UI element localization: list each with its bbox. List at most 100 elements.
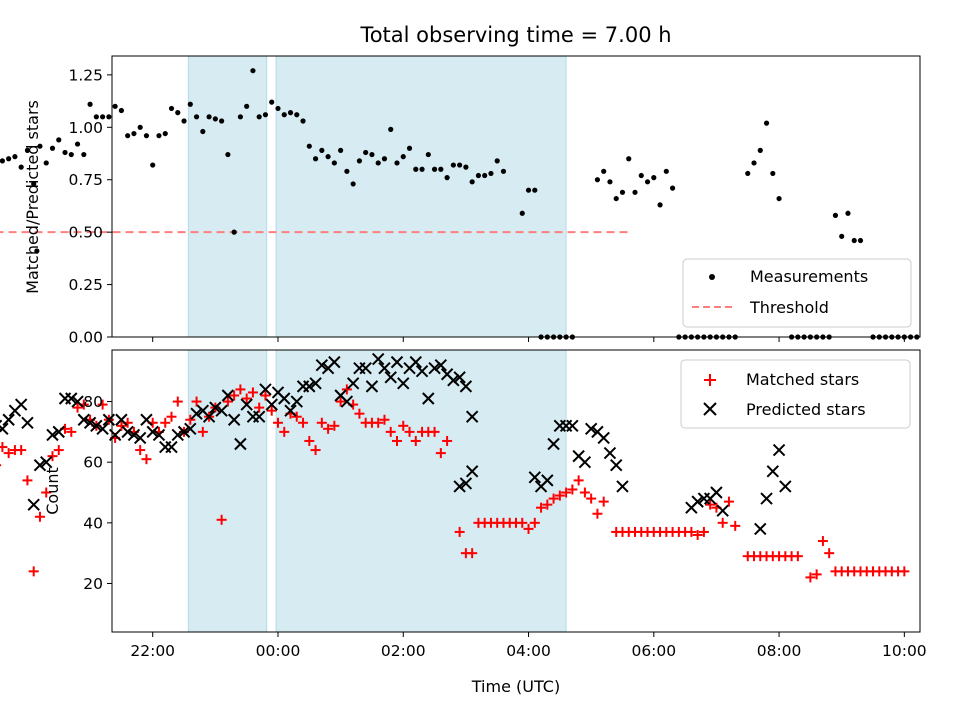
predicted-star-point bbox=[754, 522, 767, 536]
measurement-point bbox=[363, 149, 369, 156]
predicted-star-point bbox=[58, 392, 72, 405]
predicted-star-point bbox=[359, 361, 372, 375]
matched-star-point bbox=[811, 569, 822, 580]
predicted-star-stroke bbox=[83, 416, 97, 429]
predicted-star-stroke bbox=[0, 422, 9, 433]
measurement-point bbox=[500, 168, 507, 174]
matched-star-point bbox=[354, 408, 365, 419]
predicted-star-point bbox=[221, 389, 235, 402]
predicted-star-point bbox=[133, 431, 147, 445]
predicted-star-point bbox=[65, 392, 78, 405]
predicted-star-stroke bbox=[27, 498, 40, 511]
matched-star-point bbox=[341, 384, 352, 395]
measurement-point bbox=[651, 175, 657, 181]
predicted-star-point bbox=[146, 425, 159, 439]
predicted-star-stroke bbox=[284, 404, 297, 417]
measurement-point bbox=[143, 133, 150, 139]
predicted-star-point bbox=[83, 416, 97, 429]
predicted-star-point bbox=[459, 477, 473, 490]
predicted-star-stroke bbox=[754, 522, 767, 536]
matched-star-point bbox=[467, 548, 478, 559]
measurement-point bbox=[100, 114, 106, 120]
matched-star-point bbox=[542, 499, 553, 510]
predicted-star-point bbox=[566, 419, 579, 433]
x-tick-label: 00:00 bbox=[256, 642, 301, 660]
predicted-star-stroke bbox=[566, 419, 579, 433]
predicted-star-stroke bbox=[171, 428, 184, 442]
predicted-star-stroke bbox=[528, 471, 541, 484]
predicted-star-point bbox=[202, 410, 216, 423]
legend-matched-marker bbox=[704, 374, 716, 386]
predicted-star-point bbox=[152, 428, 166, 442]
matched-star-point bbox=[22, 475, 33, 486]
measurement-point bbox=[125, 133, 131, 139]
matched-star-point bbox=[191, 396, 202, 407]
top-legend: Measurements Threshold bbox=[682, 258, 912, 328]
measurement-point bbox=[444, 175, 450, 181]
measurement-point bbox=[601, 168, 607, 174]
predicted-star-stroke bbox=[184, 422, 197, 436]
matched-star-point bbox=[197, 426, 208, 437]
matched-star-point bbox=[573, 475, 584, 486]
matched-star-point bbox=[235, 384, 246, 395]
predicted-star-stroke bbox=[177, 425, 191, 439]
matched-star-point bbox=[730, 520, 741, 531]
predicted-star-stroke bbox=[597, 431, 610, 445]
measurement-point bbox=[745, 170, 751, 177]
predicted-star-stroke bbox=[409, 355, 422, 369]
matched-star-point bbox=[291, 411, 302, 422]
predicted-star-stroke bbox=[716, 504, 729, 517]
predicted-star-stroke bbox=[165, 440, 178, 454]
predicted-star-point bbox=[71, 395, 84, 408]
predicted-star-stroke bbox=[390, 355, 404, 369]
measurement-point bbox=[162, 130, 168, 137]
observing-intervals bbox=[187, 349, 567, 633]
matched-star-point bbox=[34, 511, 45, 522]
matched-star-point bbox=[0, 464, 2, 467]
measurement-point bbox=[112, 103, 118, 109]
predicted-star-point bbox=[2, 413, 15, 426]
predicted-star-stroke bbox=[415, 365, 429, 378]
matched-star-point bbox=[272, 417, 283, 428]
measurement-point bbox=[669, 185, 676, 191]
predicted-star-point bbox=[365, 380, 379, 393]
measurement-point bbox=[256, 114, 262, 120]
measurement-point bbox=[350, 181, 356, 187]
measurement-point bbox=[175, 110, 181, 116]
legend-predicted-marker bbox=[703, 402, 717, 416]
predicted-star-point bbox=[597, 431, 610, 445]
predicted-star-point bbox=[190, 407, 203, 420]
measurement-point bbox=[763, 120, 770, 126]
predicted-star-point bbox=[409, 355, 422, 369]
predicted-star-stroke bbox=[547, 437, 560, 451]
predicted-star-stroke bbox=[252, 410, 266, 423]
measurement-point bbox=[200, 128, 206, 135]
top-y-axis: 0.00 0.25 0.50 0.75 1.00 1.25 bbox=[68, 66, 112, 347]
y-tick-label: 0.25 bbox=[68, 276, 103, 294]
predicted-star-stroke bbox=[384, 371, 397, 384]
predicted-star-point bbox=[46, 428, 59, 442]
measurement-point bbox=[18, 164, 24, 170]
measurement-point bbox=[106, 114, 112, 120]
matched-star-point bbox=[404, 426, 415, 437]
matched-star-point bbox=[817, 536, 828, 547]
matched-star-point bbox=[279, 426, 290, 437]
matched-star-point bbox=[0, 442, 8, 453]
y-tick-label: 20 bbox=[83, 575, 103, 593]
matched-star-point bbox=[398, 420, 409, 431]
matched-star-point bbox=[241, 393, 252, 404]
measurement-point bbox=[344, 168, 350, 174]
matched-star-point bbox=[53, 445, 64, 456]
predicted-star-stroke bbox=[196, 404, 210, 417]
chart-title: Total observing time = 7.00 h bbox=[359, 23, 671, 47]
predicted-star-stroke bbox=[447, 374, 460, 387]
predicted-star-point bbox=[278, 392, 291, 405]
predicted-star-stroke bbox=[315, 358, 329, 372]
measurement-point bbox=[225, 151, 231, 158]
measurement-point bbox=[168, 105, 175, 112]
matched-star-point bbox=[435, 448, 446, 459]
measurement-point bbox=[419, 166, 425, 172]
matched-star-point bbox=[717, 517, 728, 528]
legend-threshold-label: Threshold bbox=[749, 298, 829, 317]
